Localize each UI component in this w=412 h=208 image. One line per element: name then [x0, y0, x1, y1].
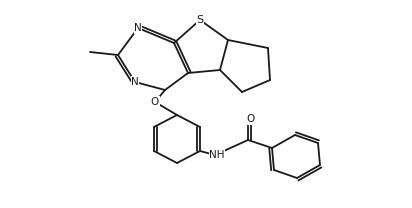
- Text: O: O: [247, 114, 255, 124]
- Text: S: S: [197, 15, 204, 25]
- Text: N: N: [131, 77, 139, 87]
- Text: N: N: [134, 23, 142, 33]
- Text: NH: NH: [209, 150, 225, 160]
- Text: O: O: [151, 97, 159, 107]
